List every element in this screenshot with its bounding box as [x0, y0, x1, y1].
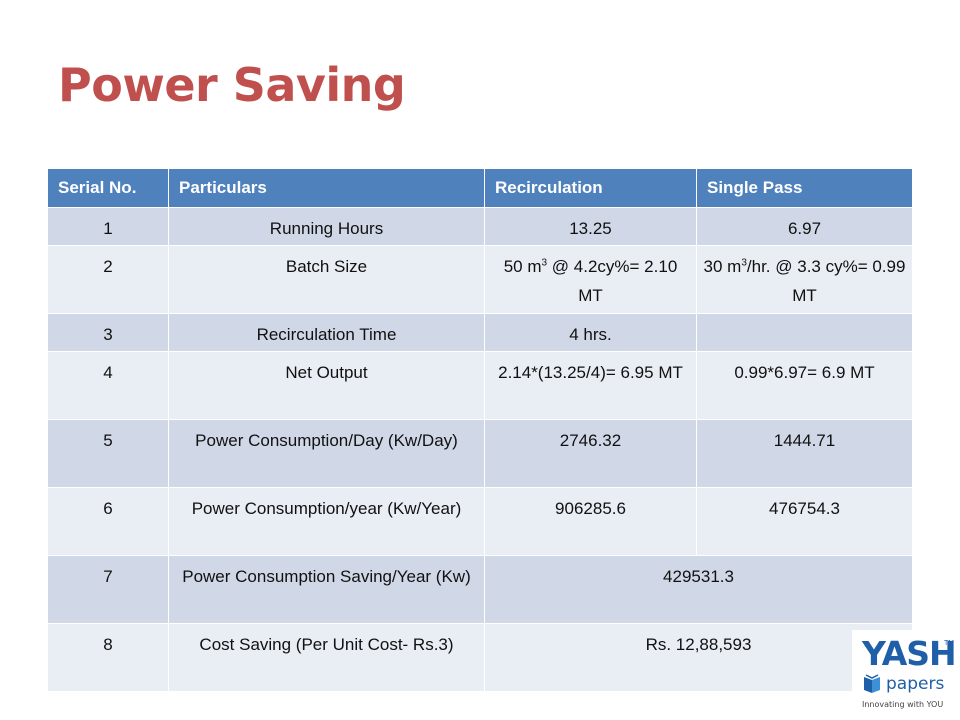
table-header-row: Serial No. Particulars Recirculation Sin…: [47, 168, 913, 208]
cell-recirculation: 2746.32: [484, 419, 697, 488]
cell-recirculation: 906285.6: [484, 487, 697, 556]
power-saving-table: Serial No. Particulars Recirculation Sin…: [47, 168, 913, 692]
cell-single-pass: 0.99*6.97= 6.9 MT: [696, 351, 913, 420]
cell-recirculation: 50 m3 @ 4.2cy%= 2.10 MT: [484, 245, 697, 314]
cell-recirculation: 4 hrs.: [484, 313, 697, 352]
cell-recirculation: 2.14*(13.25/4)= 6.95 MT: [484, 351, 697, 420]
cell-serial: 6: [47, 487, 169, 556]
cell-particulars: Batch Size: [168, 245, 485, 314]
table-row: 5 Power Consumption/Day (Kw/Day) 2746.32…: [47, 419, 913, 488]
cell-single-pass: 6.97: [696, 207, 913, 246]
cell-merged-cost: Rs. 12,88,593: [484, 623, 913, 692]
cell-particulars: Recirculation Time: [168, 313, 485, 352]
batch-single-pre: 30 m: [703, 257, 742, 276]
cell-particulars: Power Consumption/Day (Kw/Day): [168, 419, 485, 488]
header-particulars: Particulars: [168, 168, 485, 208]
cell-serial: 7: [47, 555, 169, 624]
cell-particulars: Power Consumption/year (Kw/Year): [168, 487, 485, 556]
yash-papers-logo: YASH TM papers Innovating with YOU: [852, 630, 957, 716]
table-row: 1 Running Hours 13.25 6.97: [47, 207, 913, 246]
slide-title: Power Saving: [58, 58, 406, 112]
cell-serial: 3: [47, 313, 169, 352]
cell-serial: 1: [47, 207, 169, 246]
cell-recirculation: 13.25: [484, 207, 697, 246]
book-icon: [864, 674, 880, 693]
batch-single-post: /hr. @ 3.3 cy%= 0.99 MT: [746, 257, 906, 305]
table-row: 2 Batch Size 50 m3 @ 4.2cy%= 2.10 MT 30 …: [47, 245, 913, 314]
batch-single-sup: 3: [741, 257, 747, 269]
cell-particulars: Cost Saving (Per Unit Cost- Rs.3): [168, 623, 485, 692]
cell-serial: 4: [47, 351, 169, 420]
table-row: 8 Cost Saving (Per Unit Cost- Rs.3) Rs. …: [47, 623, 913, 692]
cell-serial: 8: [47, 623, 169, 692]
header-recirculation: Recirculation: [484, 168, 697, 208]
table-row: 7 Power Consumption Saving/Year (Kw) 429…: [47, 555, 913, 624]
table-row: 4 Net Output 2.14*(13.25/4)= 6.95 MT 0.9…: [47, 351, 913, 420]
cell-particulars: Net Output: [168, 351, 485, 420]
cell-serial: 5: [47, 419, 169, 488]
cell-single-pass: [696, 313, 913, 352]
cell-particulars: Running Hours: [168, 207, 485, 246]
cell-serial: 2: [47, 245, 169, 314]
logo-tagline: Innovating with YOU: [862, 700, 944, 709]
logo-trademark: TM: [944, 640, 955, 647]
cell-single-pass: 1444.71: [696, 419, 913, 488]
batch-recirc-pre: 50 m: [503, 257, 542, 276]
table-row: 6 Power Consumption/year (Kw/Year) 90628…: [47, 487, 913, 556]
batch-recirc-sup: 3: [541, 257, 548, 269]
header-serial-no: Serial No.: [47, 168, 169, 208]
batch-recirc-post: @ 4.2cy%= 2.10 MT: [547, 257, 678, 305]
logo-brand: YASH: [862, 634, 957, 673]
logo-product: papers: [886, 674, 945, 694]
header-single-pass: Single Pass: [696, 168, 913, 208]
table-row: 3 Recirculation Time 4 hrs.: [47, 313, 913, 352]
cell-single-pass: 476754.3: [696, 487, 913, 556]
cell-single-pass: 30 m3/hr. @ 3.3 cy%= 0.99 MT: [696, 245, 913, 314]
cell-merged-saving: 429531.3: [484, 555, 913, 624]
cell-particulars: Power Consumption Saving/Year (Kw): [168, 555, 485, 624]
